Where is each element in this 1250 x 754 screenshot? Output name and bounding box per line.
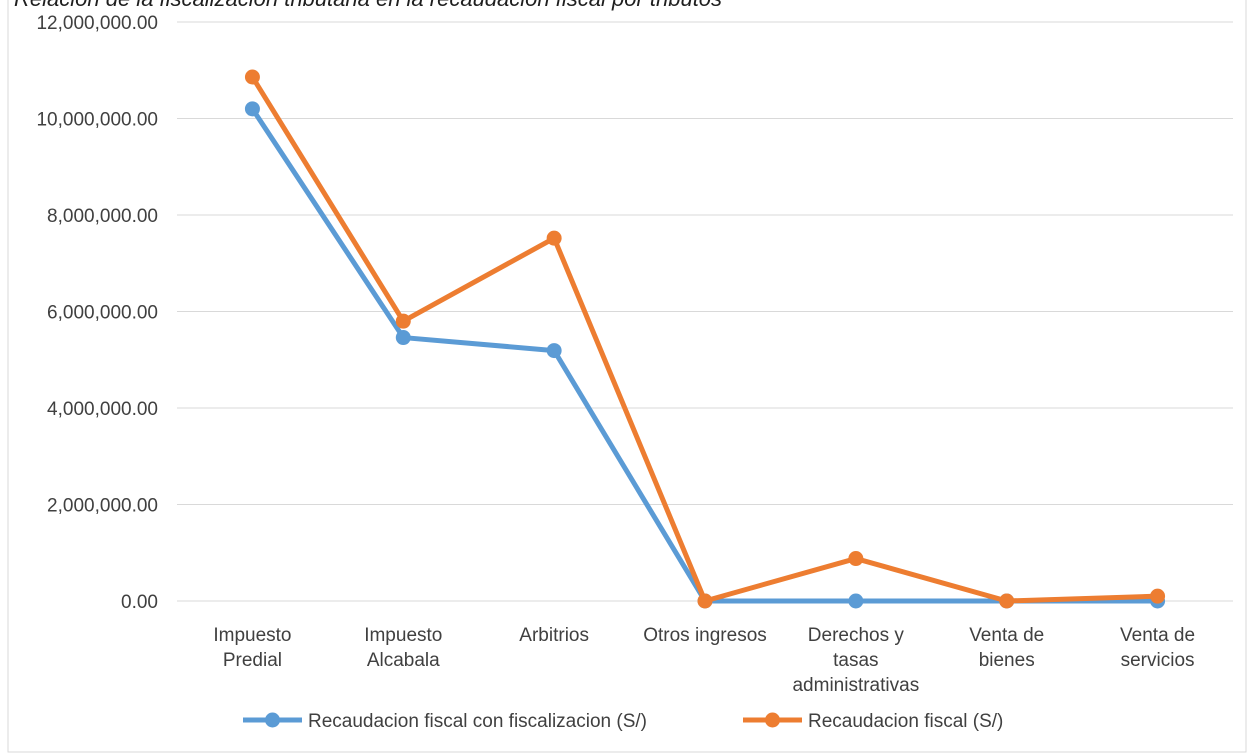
data-point: [244, 69, 260, 85]
x-tick-label: Impuesto Alcabala: [364, 625, 442, 671]
gridlines: [177, 21, 1233, 602]
x-tick-label: Arbitrios: [519, 625, 589, 646]
x-tick-label: Otros ingresos: [643, 625, 767, 646]
data-point: [848, 593, 864, 609]
x-tick-label: Impuesto Predial: [213, 625, 291, 671]
x-tick-label: Derechos y tasas administrativas: [792, 625, 919, 696]
y-tick-label: 0.00: [121, 592, 158, 613]
legend-marker: [765, 712, 780, 728]
chart-title: Relacion de la fiscalizacion tributaria …: [14, 0, 722, 11]
y-tick-label: 4,000,000.00: [47, 399, 158, 420]
data-point: [395, 330, 411, 346]
x-tick-label: Venta de servicios: [1120, 625, 1195, 671]
data-point: [848, 551, 864, 567]
legend-item: Recaudacion fiscal con fiscalizacion (S/…: [243, 711, 647, 732]
y-tick-label: 6,000,000.00: [47, 303, 158, 324]
data-point: [546, 230, 562, 246]
data-point: [244, 101, 260, 117]
x-tick-label: Venta de bienes: [969, 625, 1044, 671]
series-lines: [244, 69, 1166, 609]
series-line: [249, 74, 1161, 604]
series-2: [244, 69, 1166, 609]
data-point: [999, 593, 1015, 609]
data-point: [546, 343, 562, 359]
y-axis-tick-labels: 0.00 2,000,000.00 4,000,000.00 6,000,000.00…: [36, 13, 158, 613]
legend-label: Recaudacion fiscal con fiscalizacion (S/…: [308, 711, 647, 732]
series-1: [244, 101, 1166, 609]
data-point: [395, 313, 411, 329]
data-point: [1150, 588, 1166, 604]
legend-marker: [265, 712, 280, 728]
legend-item: Recaudacion fiscal (S/): [743, 711, 1003, 732]
x-axis-tick-labels: Impuesto Predial Impuesto Alcabala Arbitrios…: [213, 625, 1195, 696]
y-tick-label: 12,000,000.00: [36, 13, 158, 34]
data-point: [697, 593, 713, 609]
y-tick-label: 10,000,000.00: [36, 110, 158, 131]
y-tick-label: 8,000,000.00: [47, 206, 158, 227]
chart-frame: [7, 0, 1247, 753]
y-tick-label: 2,000,000.00: [47, 496, 158, 517]
legend: Recaudacion fiscal con fiscalizacion (S/…: [243, 711, 1003, 732]
legend-label: Recaudacion fiscal (S/): [808, 711, 1003, 732]
series-line: [249, 106, 1161, 604]
